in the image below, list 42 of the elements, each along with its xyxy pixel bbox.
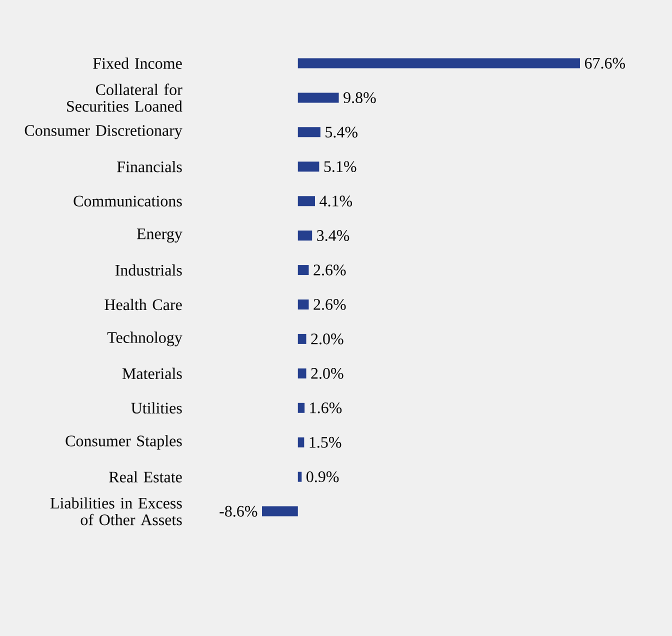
y-tick-label: Industrials	[115, 264, 182, 276]
bar	[298, 230, 312, 241]
bar	[262, 506, 298, 516]
bar	[298, 127, 320, 138]
data-label: 5.1%	[324, 161, 356, 172]
y-tick-label: Consumer Staples	[66, 435, 182, 450]
data-label: 1.6%	[310, 402, 342, 414]
bar	[298, 196, 315, 206]
bar	[298, 299, 309, 310]
bar	[298, 92, 339, 103]
data-label: -8.6%	[220, 506, 258, 517]
data-label: 3.4%	[317, 230, 350, 241]
bar	[298, 472, 302, 482]
data-label: 9.8%	[344, 92, 376, 104]
bar	[298, 334, 306, 344]
y-tick-label: Health Care	[104, 298, 182, 310]
bar	[298, 368, 306, 378]
y-tick-label: Utilities	[131, 402, 182, 414]
y-tick-label: Communications	[74, 196, 182, 206]
data-label: 1.5%	[310, 436, 342, 448]
data-label: 5.4%	[326, 126, 358, 138]
data-label: 0.9%	[306, 471, 339, 482]
y-tick-label: Energy	[136, 228, 182, 243]
bar	[298, 58, 580, 68]
bar	[298, 265, 309, 276]
y-tick-label: Liabilities in Excess of Other Assets	[50, 497, 182, 526]
data-label: 2.0%	[311, 334, 344, 344]
y-tick-label: Real Estate	[109, 471, 182, 482]
y-tick-label: Collateral for Securities Loaned	[67, 84, 182, 112]
bar	[298, 162, 320, 172]
y-tick-label: Consumer Discretionary	[24, 125, 182, 140]
data-label: 2.6%	[314, 299, 346, 310]
y-tick-label: Materials	[122, 368, 182, 380]
data-label: 67.6%	[584, 58, 626, 69]
data-label: 2.0%	[311, 368, 344, 379]
bar	[298, 437, 304, 448]
bar	[298, 402, 305, 413]
y-tick-label: Financials	[117, 161, 182, 172]
data-label: 2.6%	[314, 264, 346, 276]
y-tick-label: Technology	[107, 332, 182, 346]
data-label: 4.1%	[320, 196, 352, 207]
y-tick-label: Fixed Income	[93, 58, 182, 69]
